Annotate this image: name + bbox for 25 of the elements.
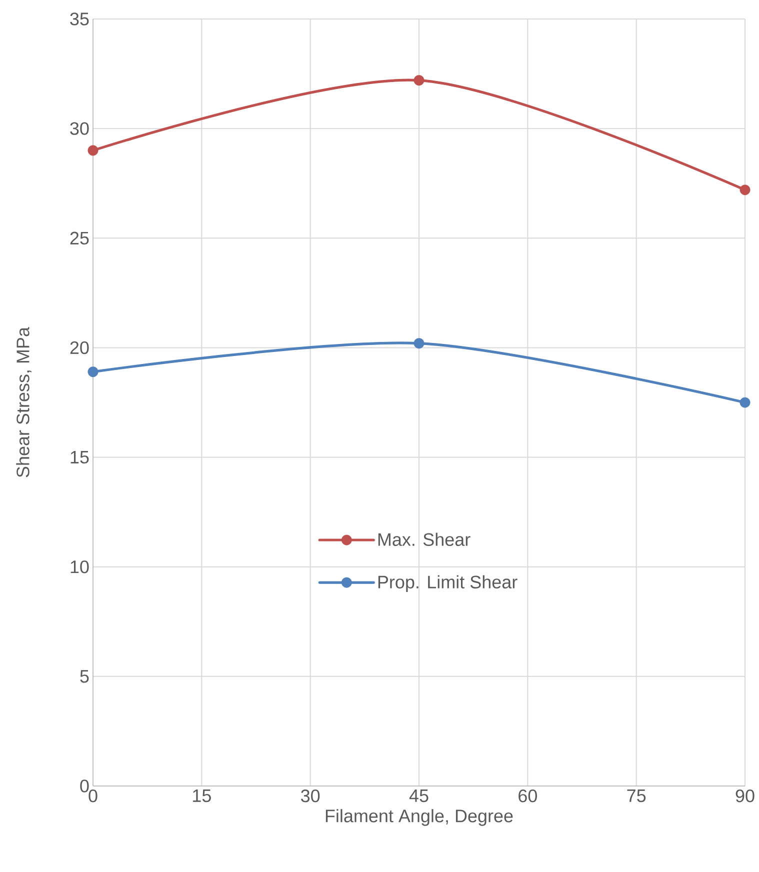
x-tick-label: 30 <box>301 790 320 802</box>
y-tick-label: 15 <box>70 450 89 464</box>
x-tick-label: 75 <box>627 790 646 802</box>
x-tick-label: 0 <box>88 790 98 802</box>
point <box>414 75 424 86</box>
legend-label: Max. Shear <box>378 532 470 546</box>
x-tick-label: 15 <box>193 790 211 802</box>
point <box>88 366 98 378</box>
x-axis-title: Filament Angle, Degree <box>326 809 513 826</box>
point <box>740 397 750 408</box>
point <box>88 145 98 156</box>
x-tick-label: 45 <box>409 790 428 802</box>
point <box>414 338 424 349</box>
x-tick-label: 90 <box>736 790 754 802</box>
point <box>740 184 750 196</box>
y-tick-label: 25 <box>70 232 89 245</box>
y-tick-label: 35 <box>70 12 89 26</box>
y-tick-label: 0 <box>80 780 89 792</box>
y-axis-title: Shear Stress, MPa <box>16 326 32 478</box>
y-tick-label: 5 <box>80 670 89 683</box>
legend-label: Prop. Limit Shear <box>378 575 518 592</box>
y-tick-label: 30 <box>70 122 89 135</box>
y-tick-label: 10 <box>70 560 89 574</box>
x-tick-label: 60 <box>518 790 537 802</box>
y-tick-label: 20 <box>70 341 89 354</box>
